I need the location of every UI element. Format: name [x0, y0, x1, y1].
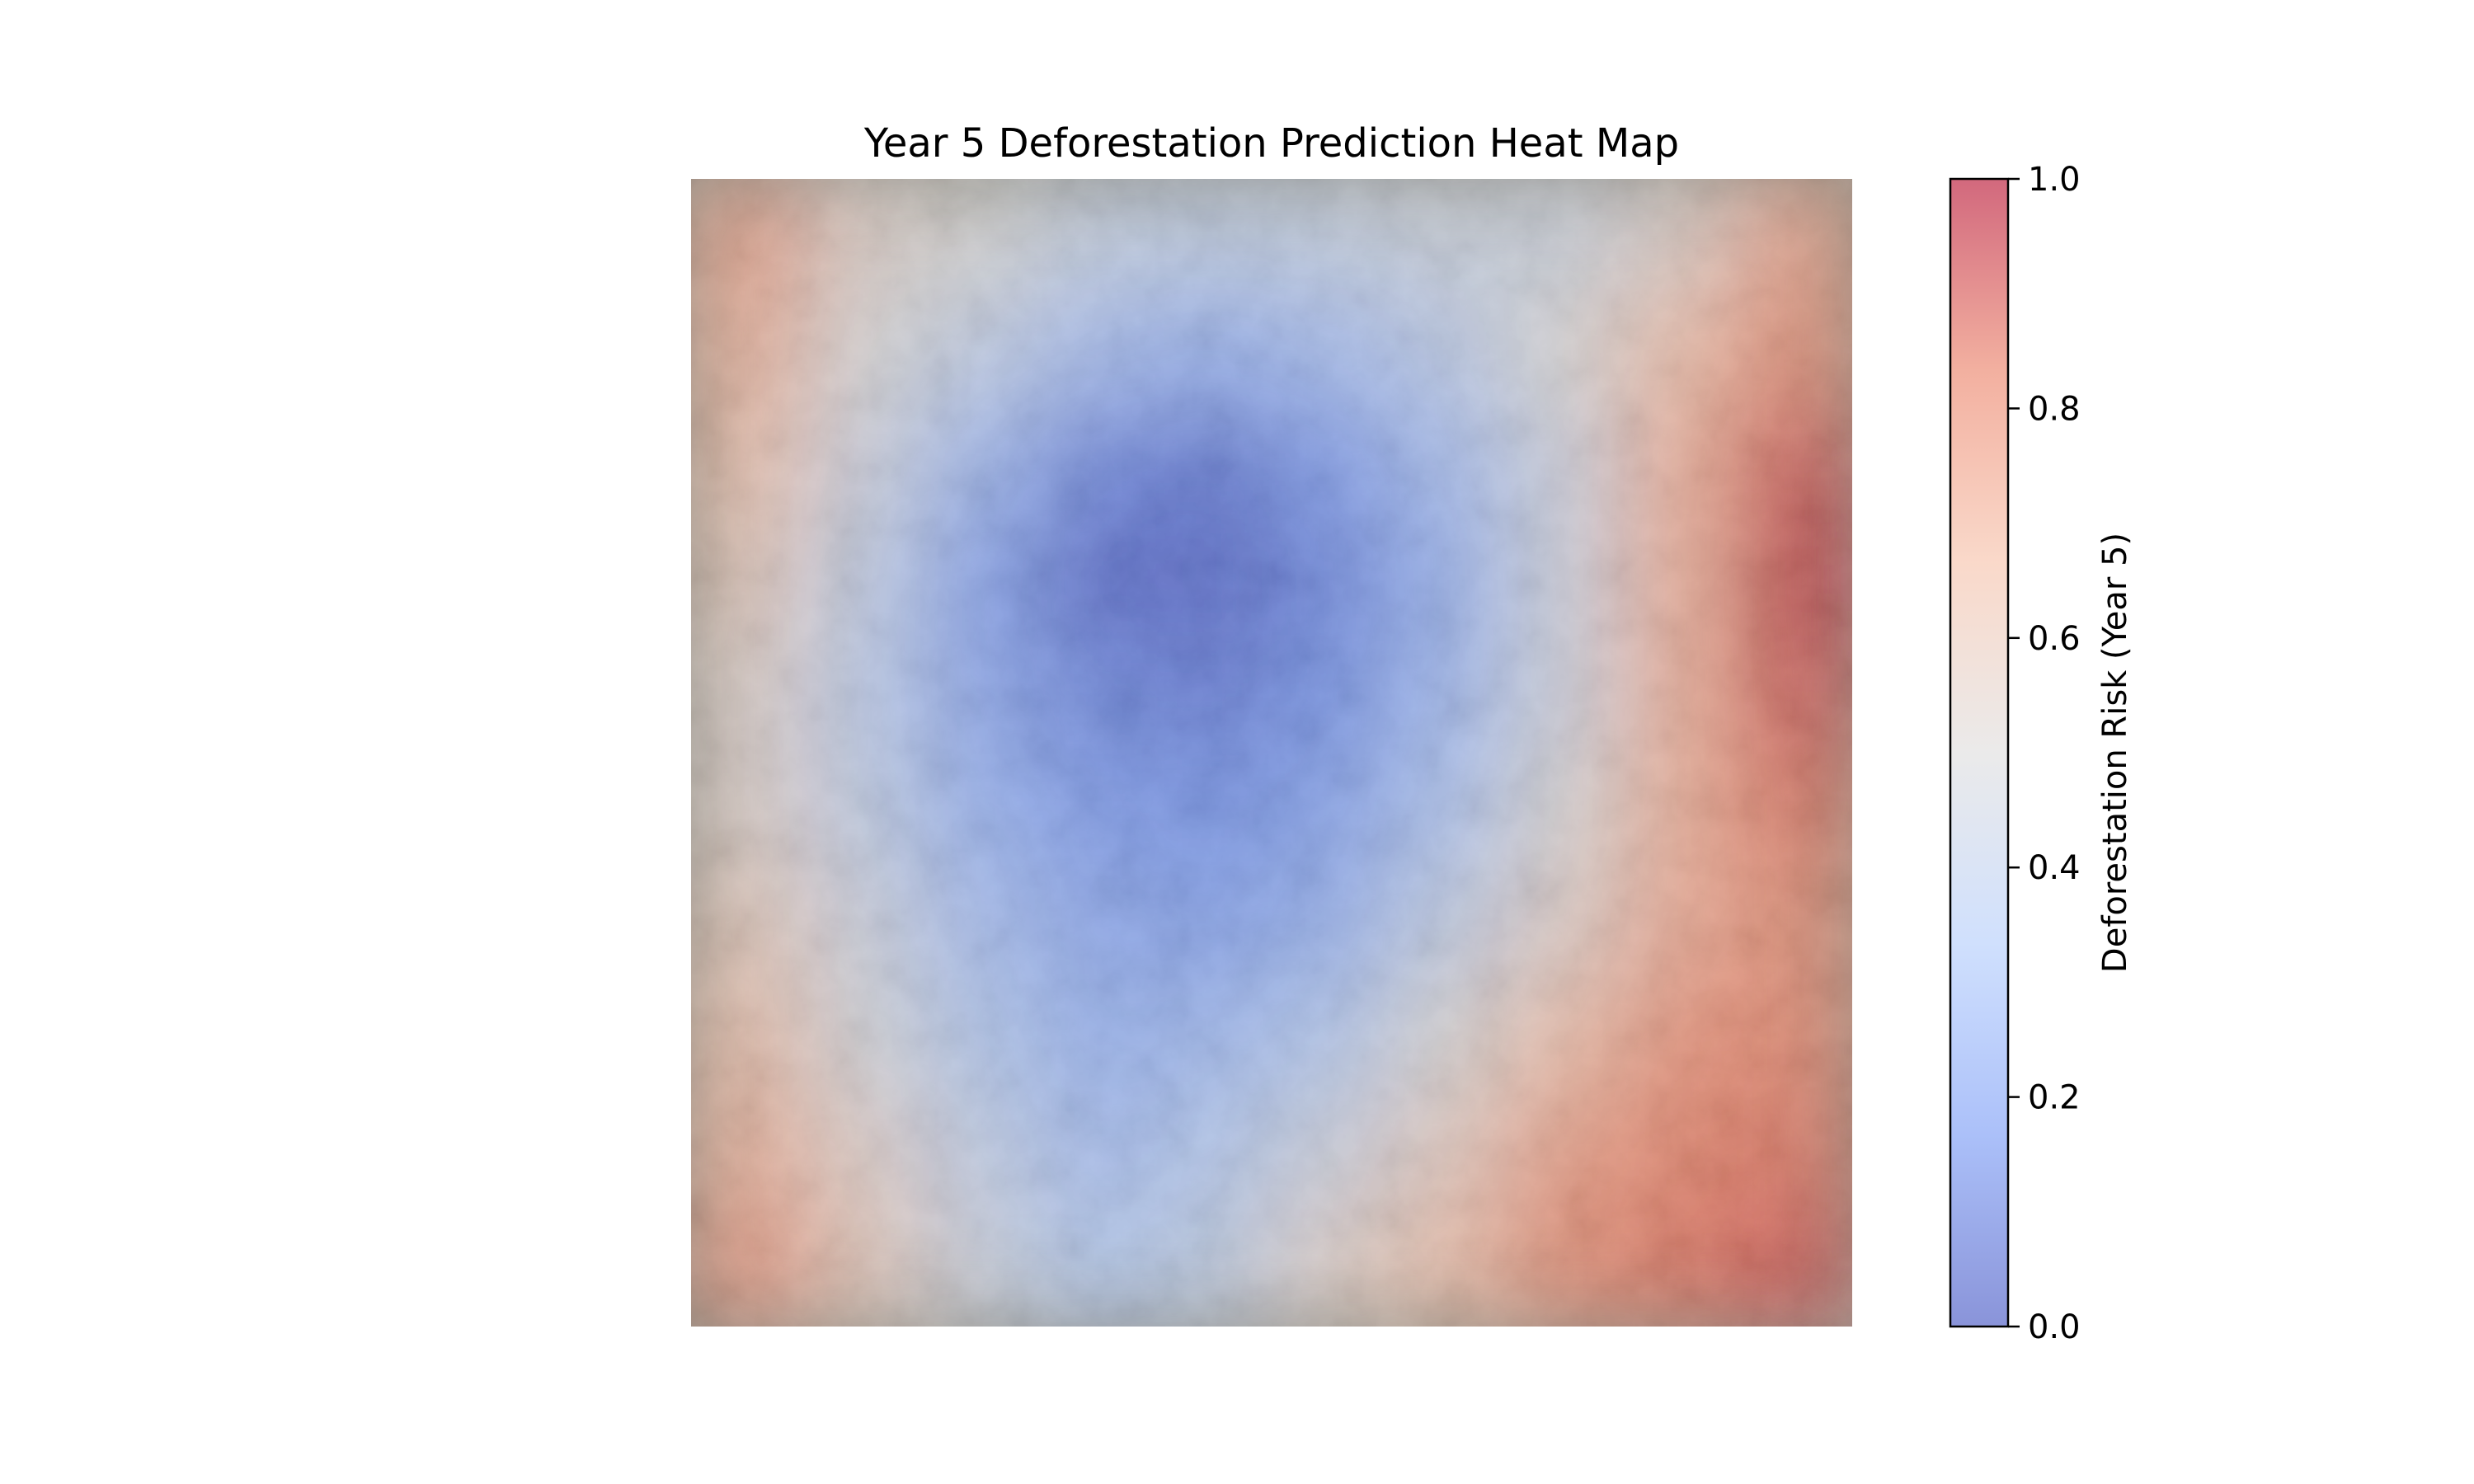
- colorbar-tick-label: 0.2: [2028, 1079, 2081, 1117]
- colorbar-tick-label: 0.6: [2028, 620, 2081, 658]
- colorbar-frame: [1949, 177, 2010, 1328]
- colorbar-tick-label: 0.0: [2028, 1308, 2081, 1346]
- colorbar-label: Deforestation Risk (Year 5): [2096, 533, 2134, 973]
- heatmap-plot-area: [691, 179, 1852, 1327]
- colorbar-tick-label: 1.0: [2028, 161, 2081, 199]
- colorbar-ticks: 0.0 0.2 0.4 0.6 0.8 1.0: [2008, 161, 2081, 1346]
- colorbar-fill: [1950, 179, 2008, 1327]
- terrain-texture: [691, 179, 1852, 1327]
- colorbar-tick-label: 0.8: [2028, 390, 2081, 428]
- colorbar-tick-label: 0.4: [2028, 849, 2081, 887]
- colorbar: 0.0 0.2 0.4 0.6 0.8 1.0 Deforestation Risk (Y…: [1949, 161, 2134, 1346]
- chart-title: Year 5 Deforestation Prediction Heat Map: [863, 120, 1679, 167]
